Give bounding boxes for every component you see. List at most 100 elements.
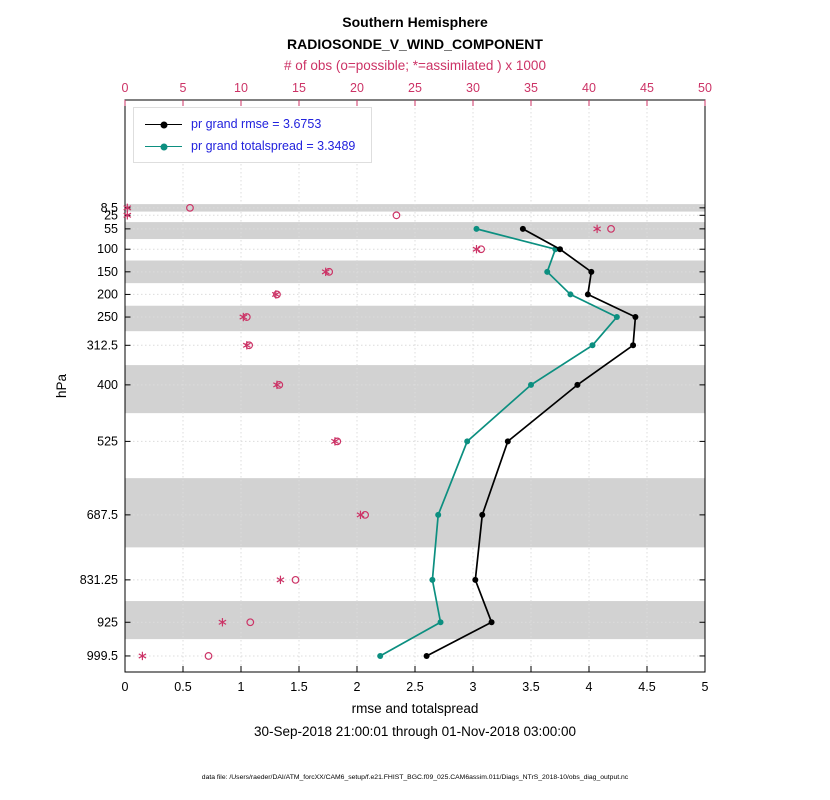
x-tick-label: 0	[122, 680, 129, 694]
shaded-band	[125, 222, 705, 240]
y-tick-label: 150	[97, 265, 118, 279]
totalspread-point	[567, 291, 574, 298]
y-axis-label: hPa	[54, 374, 69, 399]
y-tick-label: 200	[97, 287, 118, 301]
y-tick-label: 100	[97, 242, 118, 256]
obs-tick-label: 45	[640, 81, 654, 95]
y-tick-label: 831.25	[80, 573, 118, 587]
date-range-label: 30-Sep-2018 21:00:01 through 01-Nov-2018…	[254, 724, 576, 739]
obs-tick-label: 40	[582, 81, 596, 95]
assimilated-obs-marker	[276, 577, 285, 583]
y-tick-label: 687.5	[87, 508, 118, 522]
legend-label-rmse: pr grand rmse = 3.6753	[191, 117, 322, 131]
shaded-band	[125, 260, 705, 284]
assimilated-obs-marker	[331, 438, 339, 445]
y-tick-label: 400	[97, 378, 118, 392]
x-axis-label: rmse and totalspread	[352, 701, 479, 716]
possible-obs-marker	[204, 652, 213, 660]
assimilated-obs-marker	[123, 205, 132, 211]
obs-tick-label: 50	[698, 81, 712, 95]
totalspread-point	[589, 342, 596, 349]
rmse-point	[588, 268, 595, 275]
assimilated-obs-marker	[273, 382, 281, 388]
obs-tick-label: 35	[524, 81, 538, 95]
legend-item-totalspread: pr grand totalspread = 3.3489	[145, 139, 355, 153]
x-tick-label: 5	[702, 680, 709, 694]
possible-obs-marker	[242, 313, 251, 321]
obs-axis-label: # of obs (o=possible; *=assimilated ) x …	[284, 58, 546, 73]
possible-obs-marker	[477, 245, 486, 254]
possible-obs-marker	[333, 437, 342, 446]
rmse-point	[574, 381, 581, 388]
totalspread-point	[377, 652, 384, 659]
totalspread-line-swatch	[145, 143, 182, 150]
totalspread-point	[435, 511, 442, 518]
totalspread-point	[528, 381, 534, 388]
y-tick-label: 25	[104, 208, 118, 222]
rmse-dot-marker	[160, 121, 167, 128]
totalspread-point	[429, 576, 436, 583]
y-tick-label: 250	[97, 310, 118, 324]
assimilated-obs-marker	[593, 226, 602, 232]
possible-obs-marker	[245, 341, 254, 350]
chart-layers: 0 0.5 1 1.5 2 2.5 3 3.5 4 4.5 50 5 10 15 20 25 30 35 40 45 5…	[80, 81, 712, 694]
possible-obs-marker	[275, 380, 284, 389]
possible-obs-marker	[607, 224, 615, 233]
totalspread-line	[379, 228, 619, 657]
assimilated-obs-marker	[218, 619, 227, 625]
rmse-point	[557, 246, 563, 253]
rmse-point	[472, 576, 479, 583]
possible-obs-marker	[246, 618, 255, 627]
assimilated-obs-marker	[472, 246, 481, 252]
y-tick-label: 312.5	[87, 338, 118, 352]
x-tick-label: 3	[470, 680, 477, 694]
totalspread-dot-marker	[160, 143, 167, 150]
obs-tick-label: 25	[408, 81, 422, 95]
totalspread-point	[473, 225, 480, 232]
possible-obs-marker	[186, 203, 194, 212]
totalspread-point	[613, 314, 620, 321]
x-tick-label: 4	[586, 680, 593, 694]
x-tick-label: 2	[354, 680, 361, 694]
x-tick-label: 0.5	[174, 680, 191, 694]
rmse-point	[479, 511, 486, 518]
figure-subtitle: RADIOSONDE_V_WIND_COMPONENT	[287, 36, 543, 52]
y-tick-label: 925	[97, 615, 118, 629]
possible-obs-marker	[361, 510, 370, 519]
y-tick-label: 8.5	[101, 201, 118, 215]
shaded-band	[125, 204, 705, 212]
rmse-point	[632, 314, 639, 321]
assimilated-obs-marker	[356, 512, 365, 518]
x-tick-label: 2.5	[406, 680, 423, 694]
assimilated-obs-marker	[242, 342, 251, 348]
data-file-path: data file: /Users/raeder/DAI/ATM_forcXX/…	[202, 774, 629, 781]
obs-tick-label: 30	[466, 81, 480, 95]
rmse-point	[423, 652, 430, 659]
possible-obs-marker	[325, 267, 334, 276]
x-tick-label: 4.5	[638, 680, 655, 694]
assimilated-obs-marker	[123, 212, 132, 218]
rmse-point	[504, 438, 511, 445]
totalspread-point	[544, 268, 551, 275]
totalspread-point	[437, 619, 444, 626]
figure-title: Southern Hemisphere	[342, 14, 488, 30]
x-tick-label: 3.5	[522, 680, 539, 694]
rmse-point	[630, 342, 637, 349]
rmse-point	[488, 619, 495, 626]
y-tick-label: 999.5	[87, 649, 118, 663]
x-tick-label: 1.5	[290, 680, 307, 694]
possible-obs-marker	[392, 211, 401, 220]
rmse-line	[426, 228, 637, 657]
y-tick-label: 525	[97, 434, 118, 448]
rmse-point	[519, 225, 526, 232]
possible-obs-marker	[291, 575, 300, 584]
rmse-point	[584, 291, 591, 298]
legend-label-totalspread: pr grand totalspread = 3.3489	[191, 139, 356, 153]
legend-item-rmse: pr grand rmse = 3.6753	[145, 117, 355, 131]
x-tick-label: 1	[238, 680, 245, 694]
rmse-line-swatch	[145, 121, 182, 128]
totalspread-point	[464, 438, 471, 445]
obs-tick-label: 10	[234, 81, 248, 95]
possible-obs-marker	[273, 290, 281, 299]
